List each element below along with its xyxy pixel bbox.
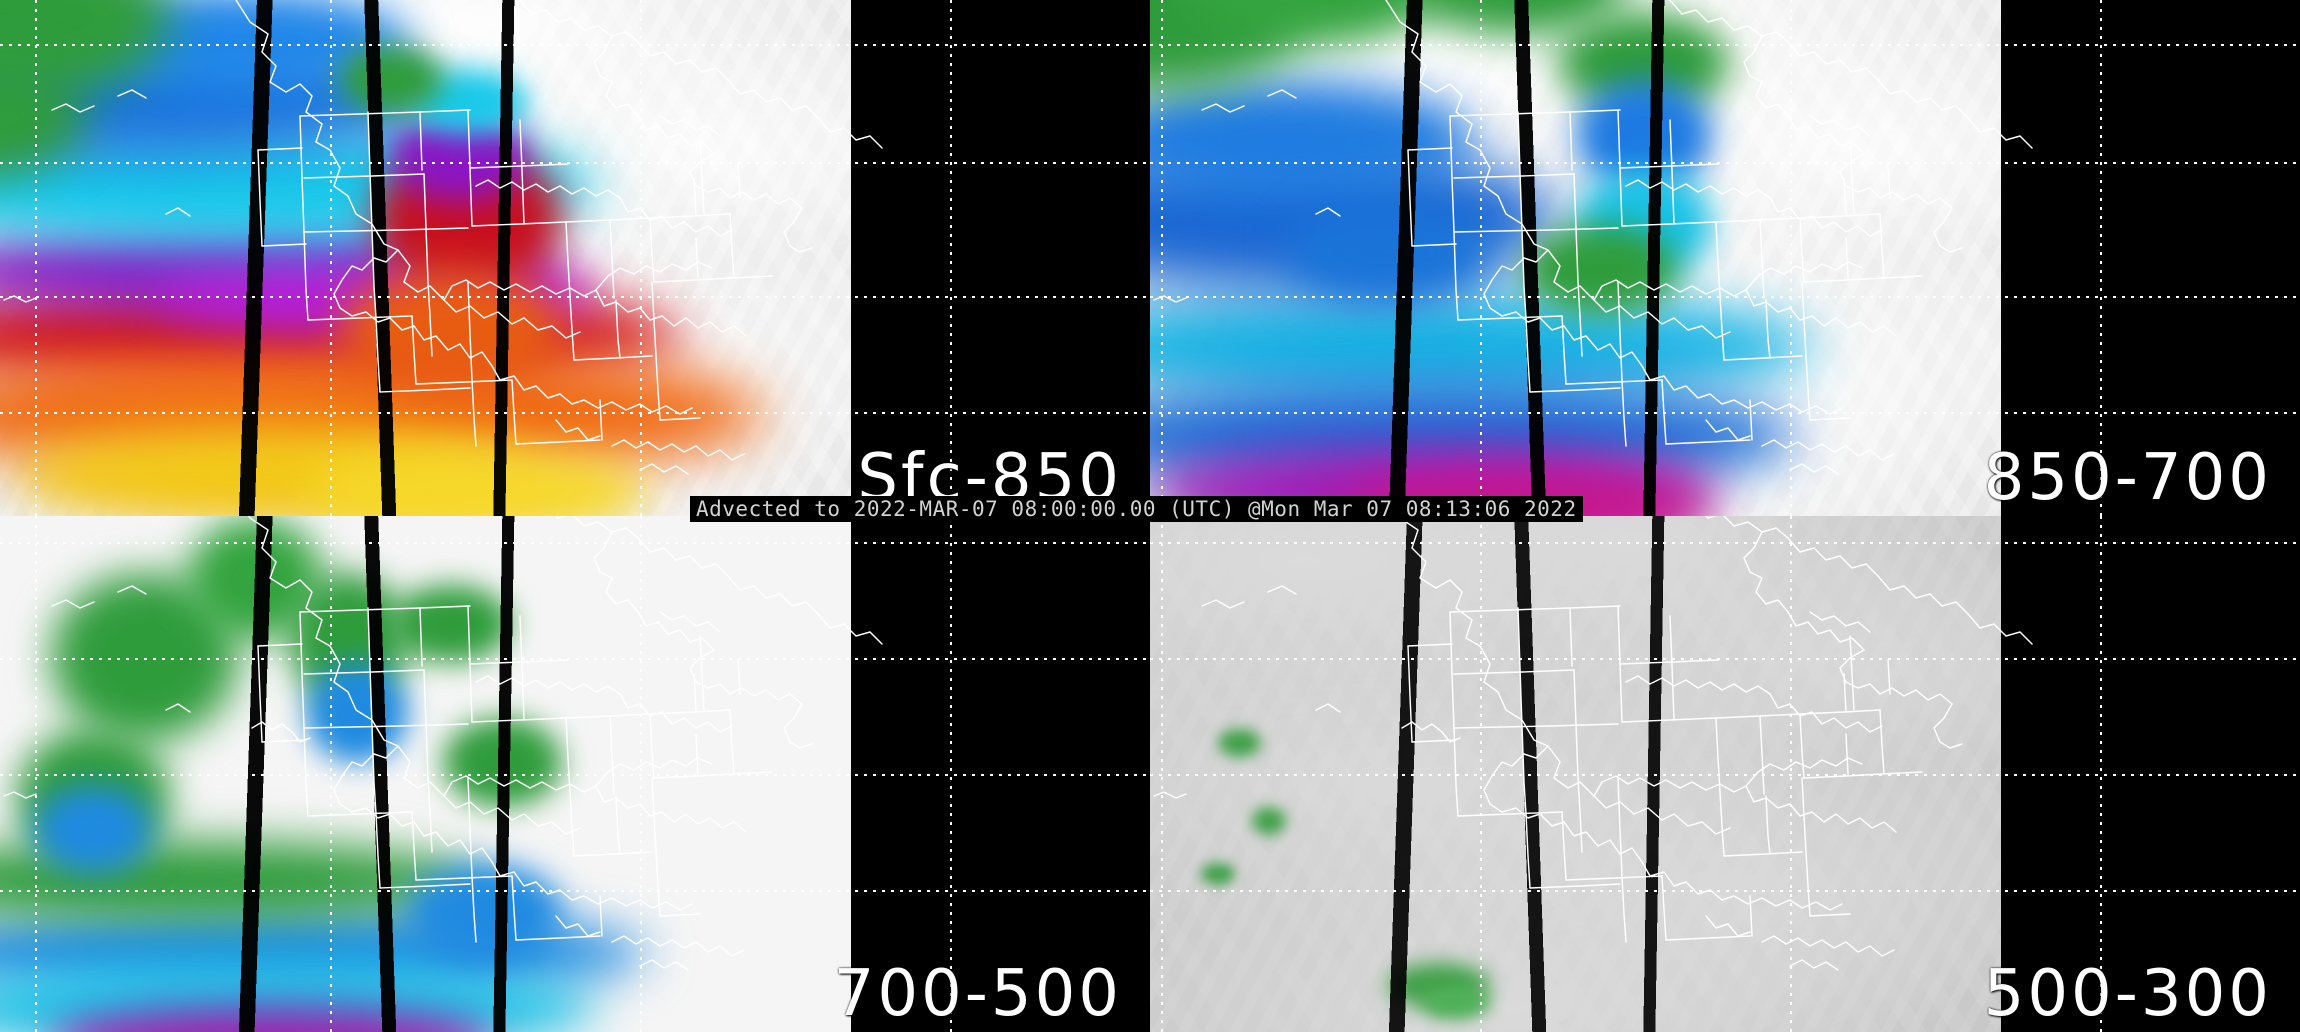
- panel-label-850-700: 850-700: [1983, 441, 2272, 515]
- panel-500-300[interactable]: 500-300: [1150, 516, 2300, 1032]
- timestamp-banner: Advected to 2022-MAR-07 08:00:00.00 (UTC…: [690, 496, 1583, 522]
- panel-label-500-300: 500-300: [1983, 957, 2272, 1031]
- panel-850-700[interactable]: 850-700: [1150, 0, 2300, 516]
- panel-label-700-500: 700-500: [833, 957, 1122, 1031]
- panel-sfc-850[interactable]: Sfc-850: [0, 0, 1150, 516]
- panel-700-500[interactable]: 700-500: [0, 516, 1150, 1032]
